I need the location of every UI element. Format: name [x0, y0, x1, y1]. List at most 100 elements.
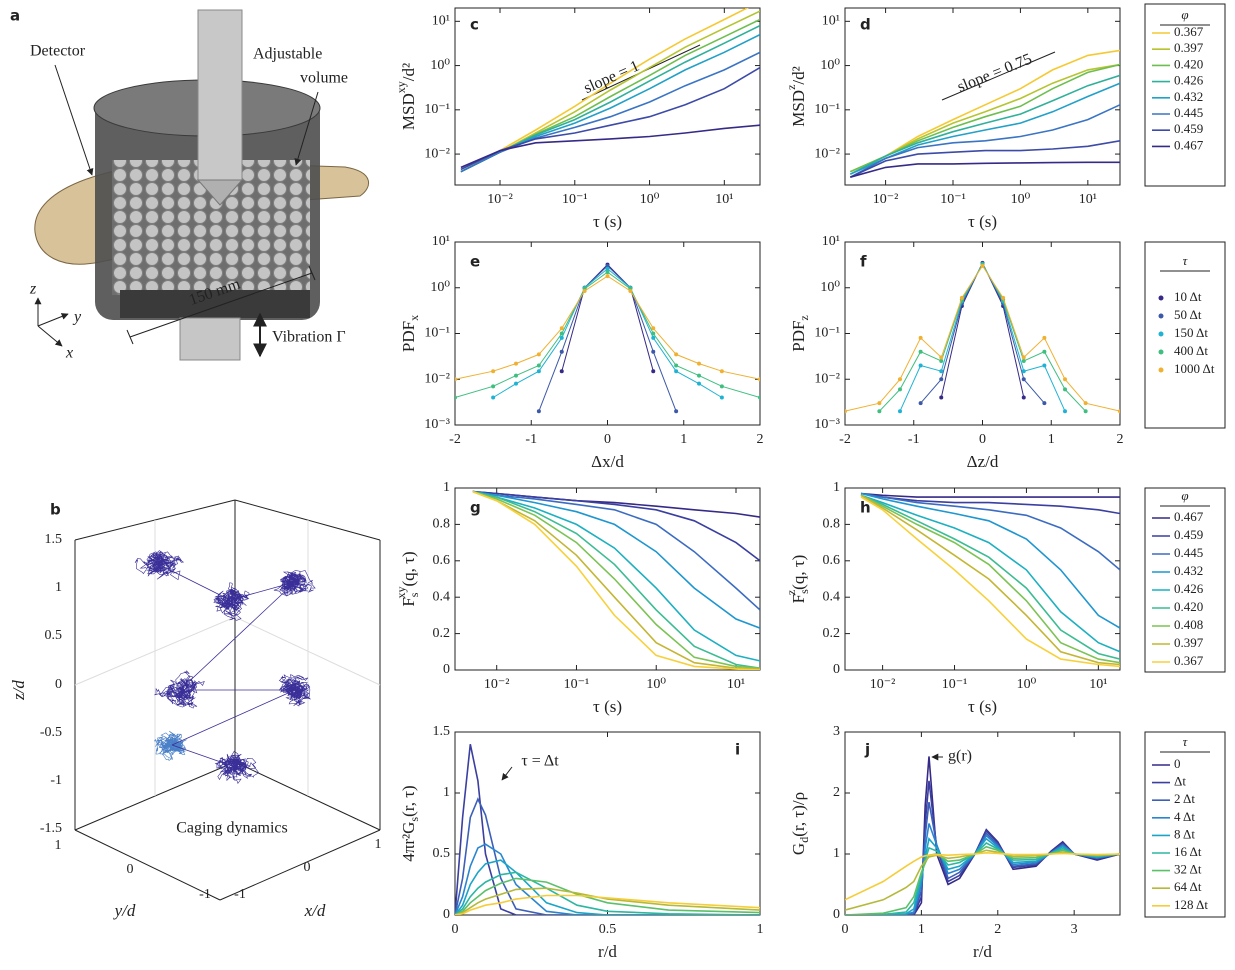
- arrow: [294, 91, 319, 166]
- label-part: xy: [394, 587, 408, 599]
- x-tick-label: 0: [979, 432, 986, 447]
- series-line: [860, 492, 1120, 571]
- series-line: [455, 271, 760, 398]
- axis-label: r/d: [598, 942, 617, 961]
- axis-label: MSDz/d²: [784, 66, 808, 127]
- plot-frame: [454, 731, 761, 916]
- annotation-arrow: [501, 766, 513, 781]
- x-tick-label: -1: [234, 887, 246, 902]
- data-point: [898, 377, 902, 382]
- x-tick-label: 0: [452, 922, 459, 937]
- series-line: [849, 104, 1120, 178]
- plot-frame: [844, 241, 1121, 426]
- data-point: [719, 395, 724, 400]
- series-line: [472, 490, 760, 629]
- data-point: [1118, 409, 1120, 414]
- y-tick-label: 0: [833, 662, 840, 677]
- axis-label: 4πr²Gs(r, τ): [399, 785, 421, 861]
- label-part: MSD: [399, 93, 418, 130]
- data-point: [605, 266, 610, 271]
- series-line: [920, 262, 1045, 404]
- y-tick-label: 0.8: [823, 517, 841, 532]
- x-tick-label: 10⁻¹: [942, 677, 968, 692]
- x-tick-label: 1: [680, 432, 687, 447]
- data-point: [1042, 401, 1047, 406]
- y-tick-label: 0: [833, 907, 840, 922]
- axis-label: τ (s): [968, 697, 997, 716]
- data-point: [674, 409, 679, 414]
- label-part: (q, τ): [399, 551, 418, 586]
- apparatus-drawing: [34, 9, 369, 361]
- data-point: [582, 288, 587, 293]
- series-line: [860, 494, 1120, 666]
- axis-label: r/d: [973, 942, 992, 961]
- series-line: [455, 894, 760, 915]
- y-tick-label: 10⁻¹: [814, 326, 840, 341]
- data-point: [559, 369, 564, 374]
- legend-label: 0: [1174, 756, 1181, 771]
- legend-label: 32 Δt: [1174, 862, 1202, 877]
- y-tick-label: 0.2: [823, 626, 841, 641]
- series-line: [845, 780, 1120, 915]
- axis-label: z/d: [9, 680, 28, 701]
- data-point: [651, 349, 656, 354]
- y-tick-label: 2: [833, 785, 840, 800]
- series-line: [472, 490, 760, 670]
- y-tick-label: 10⁰: [430, 58, 450, 73]
- y-tick-label: -1: [199, 887, 211, 902]
- series-line: [860, 494, 1120, 653]
- x-tick-label: 10⁻²: [487, 192, 513, 207]
- plot-frame: [844, 731, 1121, 916]
- y-tick-label: 1: [55, 838, 62, 853]
- series-line: [849, 140, 1120, 178]
- data-point: [605, 263, 610, 268]
- series-line: [492, 268, 723, 398]
- axis-label: x/d: [304, 901, 326, 920]
- label-part: s: [407, 592, 421, 597]
- trajectory: [213, 582, 250, 621]
- y-tick-label: 0: [443, 907, 450, 922]
- series-line: [460, 124, 760, 169]
- axis-label: τ (s): [968, 212, 997, 231]
- data-point: [939, 369, 944, 374]
- data-point: [674, 369, 679, 374]
- legend-label: 0.420: [1174, 56, 1203, 71]
- z-tick-label: 1.5: [45, 532, 63, 547]
- y-tick-label: 10⁻³: [814, 417, 840, 432]
- axis-label: y/d: [113, 901, 136, 920]
- data-point: [536, 363, 541, 368]
- legend-label: 0.445: [1174, 105, 1203, 120]
- legend-label: 0.367: [1174, 24, 1204, 39]
- data-point: [651, 326, 656, 331]
- x-tick-label: 2: [994, 922, 1001, 937]
- dimension-line: [129, 272, 313, 338]
- z-tick-label: 0: [55, 677, 62, 692]
- trajectory: [214, 750, 260, 785]
- y-tick-label: 1: [443, 785, 450, 800]
- box-edge: [74, 829, 221, 901]
- y-tick-label: 10⁻¹: [424, 102, 450, 117]
- z-tick-label: 1: [55, 580, 62, 595]
- legend-label: 10 Δt: [1174, 289, 1202, 304]
- y-tick-label: 0.2: [433, 626, 451, 641]
- series-line: [860, 494, 1120, 664]
- x-tick-label: 10¹: [1079, 192, 1097, 207]
- x-tick-label: 10⁻¹: [562, 192, 588, 207]
- annotation: τ = Δt: [521, 753, 559, 770]
- x-tick-label: 10⁻²: [873, 192, 899, 207]
- z-tick-label: -0.5: [40, 725, 62, 740]
- label-part: s: [407, 817, 421, 822]
- label-part: d: [797, 837, 811, 843]
- data-point: [491, 384, 496, 389]
- data-point: [536, 352, 541, 357]
- legend-label: 128 Δt: [1174, 897, 1208, 912]
- trajectory-jump: [171, 744, 236, 768]
- legend-swatch: [1158, 349, 1164, 355]
- data-point: [674, 363, 679, 368]
- plot-frame: [844, 487, 1121, 671]
- legend-label: 50 Δt: [1174, 307, 1202, 322]
- x-tick-label: 2: [1117, 432, 1124, 447]
- legend-label: 0.426: [1174, 581, 1204, 596]
- z-tick-label: 0.5: [45, 628, 63, 643]
